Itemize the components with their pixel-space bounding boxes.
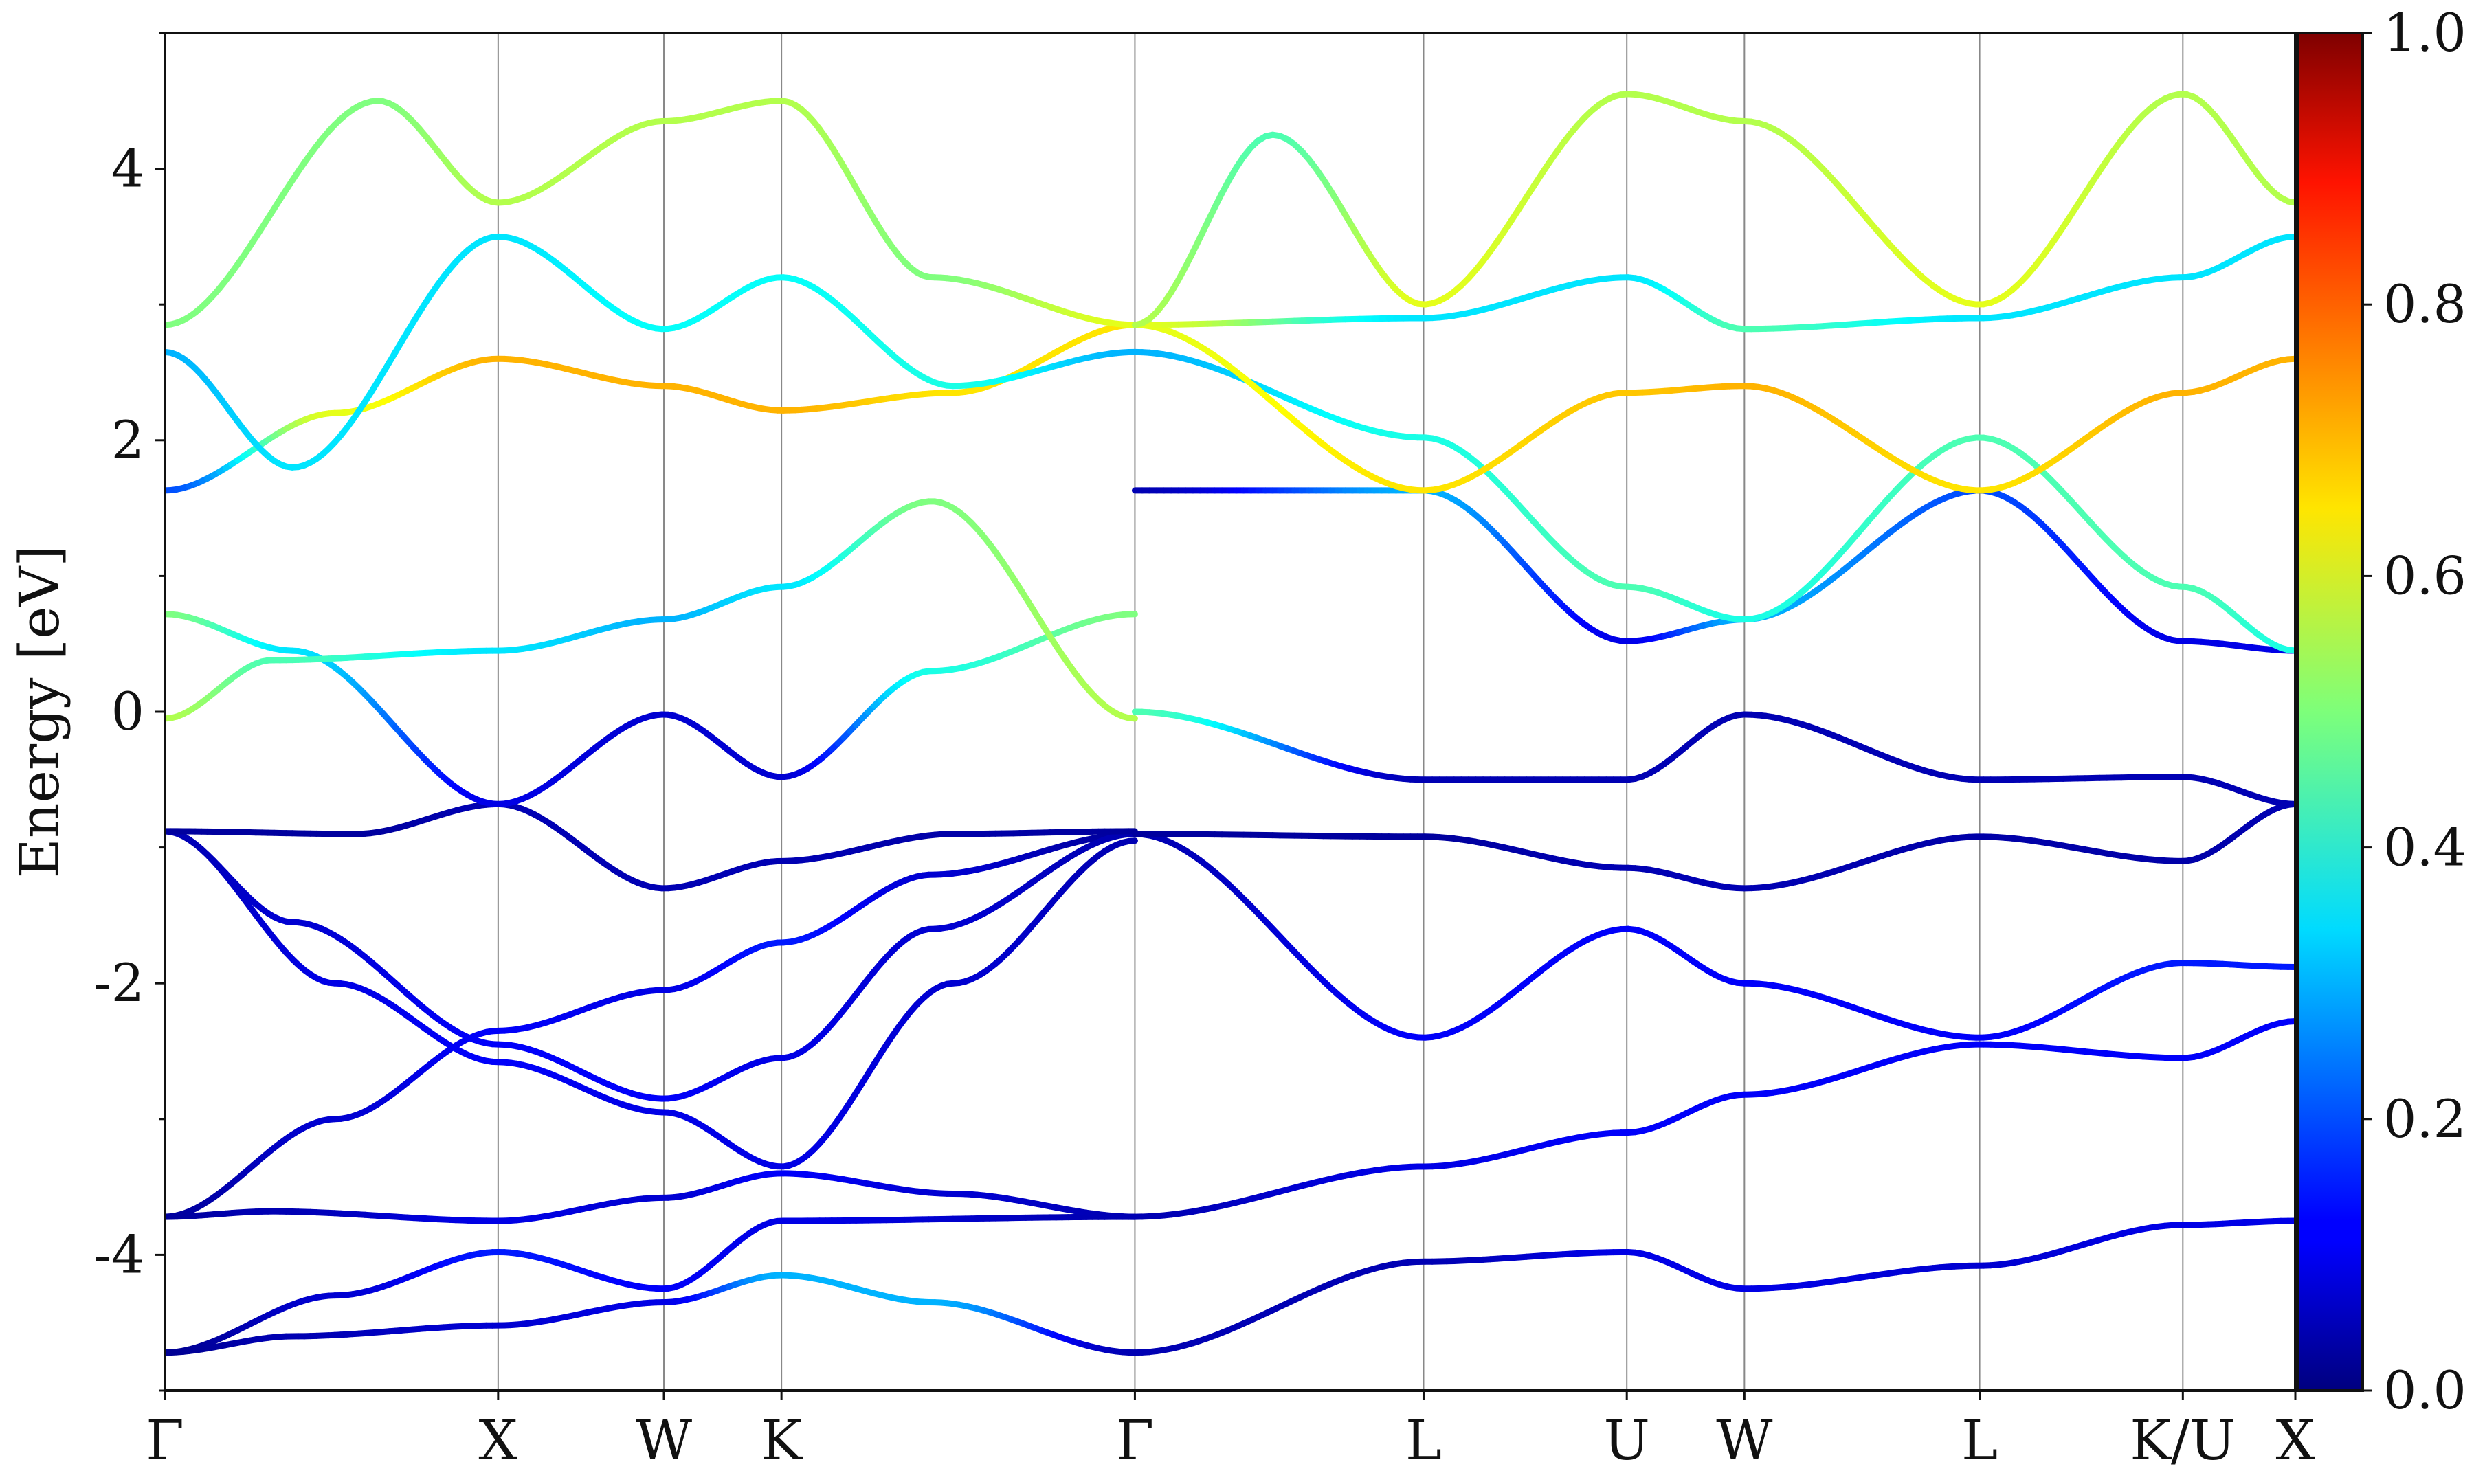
x-tick-label: X — [478, 1408, 517, 1472]
x-tick-label: U — [1604, 1408, 1650, 1472]
x-tick-label: W — [1716, 1408, 1772, 1472]
colorbar-tick-label: 0.2 — [2383, 1088, 2466, 1149]
plot-area — [164, 32, 2297, 1392]
band — [165, 828, 1138, 1170]
x-tick-label: L — [1961, 1408, 1998, 1472]
colorbar-tick-label: 0.6 — [2383, 545, 2466, 606]
band — [165, 1170, 1138, 1224]
y-tick-label: -4 — [93, 1224, 144, 1285]
x-tick-label: L — [1405, 1408, 1442, 1472]
x-tick-label: W — [636, 1408, 692, 1472]
energy-bands — [165, 91, 2295, 1356]
band-segment — [1126, 837, 1138, 844]
band — [165, 611, 1138, 807]
colorbar-tick-label: 0.4 — [2383, 817, 2466, 878]
band — [1131, 800, 2295, 892]
x-tick-label: K/U — [2130, 1408, 2236, 1472]
y-axis-label: Energy [eV] — [8, 546, 71, 879]
band — [165, 98, 1138, 328]
band — [165, 322, 1138, 494]
band — [1131, 91, 2295, 328]
colorbar-tick-label: 1.0 — [2383, 2, 2466, 63]
colorbar-ticks: 0.0 0.2 0.4 0.6 0.8 1.0 — [2363, 2, 2466, 1421]
colorbar-tick-label: 0.8 — [2383, 273, 2466, 335]
band — [165, 1213, 1138, 1356]
band — [165, 233, 1138, 471]
colorbar-gradient — [2297, 32, 2364, 1392]
x-tick-label: X — [2276, 1408, 2315, 1472]
band — [165, 800, 1138, 892]
band — [1131, 233, 2295, 333]
y-tick-label: -2 — [93, 952, 144, 1013]
x-axis: Γ X W K Γ L U W L K/U X — [146, 1391, 2315, 1472]
band — [1131, 1018, 2295, 1220]
band — [1131, 348, 2295, 654]
band-segment — [1126, 715, 1138, 722]
y-tick-label: 0 — [111, 681, 144, 742]
band — [1131, 1217, 2295, 1356]
x-tick-label: K — [761, 1408, 803, 1472]
band — [1131, 708, 2295, 807]
colorbar-tick-label: 0.0 — [2383, 1360, 2466, 1421]
colorbar: 0.0 0.2 0.4 0.6 0.8 1.0 — [2297, 2, 2466, 1421]
band — [165, 498, 1138, 722]
band — [165, 831, 1138, 1220]
x-tick-label: Γ — [1116, 1408, 1155, 1472]
y-axis: -4 -2 0 2 4 — [93, 32, 165, 1392]
x-tick-label: Γ — [146, 1408, 184, 1472]
y-tick-label: 4 — [111, 138, 144, 199]
plot-background — [165, 33, 2295, 1391]
y-tick-label: 2 — [111, 409, 144, 471]
